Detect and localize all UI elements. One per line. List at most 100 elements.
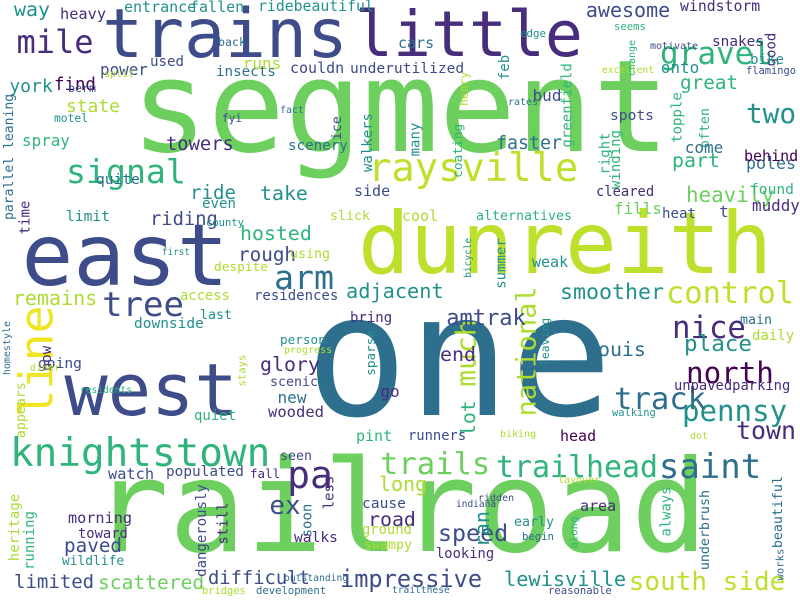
word-feb: feb bbox=[497, 55, 514, 81]
word-stays: stays bbox=[236, 354, 249, 386]
word-impressive: impressive bbox=[340, 564, 483, 593]
word-county: county bbox=[206, 216, 244, 229]
word-motel: motel bbox=[54, 112, 89, 126]
word-snakes: snakes bbox=[712, 34, 764, 51]
word-riding: riding bbox=[150, 208, 218, 230]
word-works: works bbox=[774, 548, 787, 580]
word-gravel: gravel bbox=[660, 36, 772, 73]
word-daily: daily bbox=[752, 328, 795, 345]
word-trailhead: trailhead bbox=[496, 449, 658, 485]
word-toward: toward bbox=[78, 525, 128, 542]
word-access: access bbox=[180, 287, 230, 304]
word-cause: cause bbox=[362, 495, 406, 513]
word-runners: runners bbox=[408, 427, 467, 444]
word-along: along bbox=[568, 516, 581, 548]
word-east: east bbox=[21, 205, 229, 306]
word-homestyle: homestyle bbox=[1, 320, 13, 376]
word-faster: faster bbox=[496, 132, 563, 154]
word-heavy: heavy bbox=[60, 4, 107, 23]
word-morning: morning bbox=[68, 508, 133, 527]
word-pint: pint bbox=[356, 426, 393, 445]
word-walks: walks bbox=[294, 529, 338, 547]
word-track: track bbox=[614, 382, 707, 418]
word-long: long bbox=[378, 471, 428, 496]
word-railroad: railroad bbox=[91, 432, 708, 582]
word-little: little bbox=[355, 0, 583, 72]
word-henry: henry bbox=[458, 71, 472, 106]
word-populated: populated bbox=[166, 464, 244, 481]
word-louis: louis bbox=[586, 337, 646, 361]
word-take: take bbox=[260, 181, 308, 205]
word-limited: limited bbox=[14, 571, 95, 594]
word-fallen: fallen bbox=[190, 0, 245, 16]
word-bike: bike bbox=[750, 52, 784, 69]
word-bring: bring bbox=[350, 310, 393, 327]
word-dangerously: dangerously bbox=[193, 484, 210, 578]
word-seems: seems bbox=[614, 20, 646, 33]
word-unpavedparking: unpavedparking bbox=[674, 377, 791, 394]
word-arm: arm bbox=[274, 257, 334, 297]
word-wooded: wooded bbox=[268, 402, 324, 421]
word-raysville: raysville bbox=[368, 146, 579, 192]
word-way: way bbox=[14, 0, 50, 21]
word-t: t bbox=[719, 202, 729, 222]
word-dot: dot bbox=[690, 430, 709, 442]
word-north: north bbox=[686, 356, 774, 391]
word-power: power bbox=[100, 60, 148, 80]
word-cleared: cleared bbox=[596, 183, 655, 200]
word-motivate: motivate bbox=[650, 40, 699, 52]
word-place: place bbox=[684, 331, 753, 358]
word-ex: ex bbox=[269, 491, 301, 522]
word-rates: rates bbox=[508, 96, 539, 108]
word-town: town bbox=[736, 415, 796, 445]
word-swampy: swampy bbox=[364, 537, 413, 553]
word-lewisville: lewisville bbox=[504, 566, 627, 591]
word-going: going bbox=[38, 355, 82, 373]
word-person: person bbox=[280, 332, 326, 348]
word-begin: begin bbox=[522, 530, 554, 543]
word-residents: residents bbox=[80, 385, 132, 397]
word-speed: speed bbox=[438, 519, 509, 547]
word-ran: ran bbox=[469, 510, 494, 548]
word-residences: residences bbox=[254, 288, 339, 305]
word-less: less bbox=[321, 476, 338, 510]
word-dunreith: dunreith bbox=[357, 193, 773, 294]
word-scenery: scenery bbox=[288, 138, 348, 155]
word-towers: towers bbox=[166, 133, 234, 155]
word-watch: watch bbox=[108, 464, 155, 483]
word-control: control bbox=[666, 276, 795, 312]
word-greenfield: greenfield bbox=[559, 63, 576, 148]
word-even: even bbox=[202, 196, 236, 213]
word-wildlife: wildlife bbox=[62, 554, 125, 570]
word-amtrak: amtrak bbox=[446, 305, 526, 331]
word-fills: fills bbox=[614, 199, 662, 219]
word-smoother: smoother bbox=[560, 279, 665, 305]
word-nice: nice bbox=[672, 311, 746, 347]
word-west: west bbox=[64, 348, 238, 433]
word-still: still bbox=[215, 502, 232, 546]
word-berm: berm bbox=[68, 80, 96, 95]
word-one: one bbox=[305, 258, 613, 457]
word-insects: insects bbox=[216, 64, 276, 81]
word-bridges: bridges bbox=[202, 584, 246, 597]
word-biking: biking bbox=[500, 428, 537, 440]
word-ground: ground bbox=[362, 521, 412, 538]
word-tree: tree bbox=[102, 285, 184, 326]
word-outstanding: outstanding bbox=[284, 573, 349, 585]
word-sparse: sparse bbox=[363, 330, 379, 376]
word-walkers: walkers bbox=[359, 113, 376, 173]
word-ridden: ridden bbox=[478, 492, 515, 504]
word-excellent: excellent bbox=[602, 65, 654, 77]
word-saint: saint bbox=[658, 447, 762, 488]
word-always: always bbox=[658, 486, 675, 536]
word-topple: topple bbox=[669, 92, 686, 144]
word-difficult: difficult bbox=[208, 567, 310, 589]
word-trains: trains bbox=[102, 0, 348, 74]
word-development: development bbox=[256, 584, 327, 597]
word-alternatives: alternatives bbox=[476, 208, 573, 224]
word-coating: coating bbox=[451, 124, 467, 178]
word-poles: poles bbox=[746, 153, 796, 173]
word-behind: behind bbox=[744, 146, 799, 165]
word-ice: ice bbox=[329, 115, 345, 140]
word-end: end bbox=[440, 342, 476, 366]
